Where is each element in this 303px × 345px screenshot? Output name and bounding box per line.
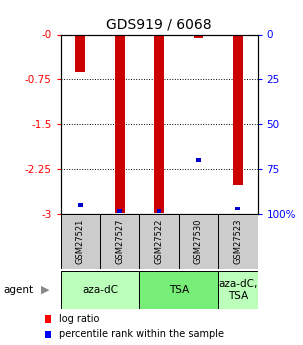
- Text: TSA: TSA: [169, 285, 189, 295]
- Bar: [78, 203, 83, 207]
- Bar: [194, 34, 203, 38]
- Text: GSM27530: GSM27530: [194, 219, 203, 264]
- Text: ▶: ▶: [41, 285, 49, 295]
- Text: percentile rank within the sample: percentile rank within the sample: [59, 329, 224, 339]
- Bar: [196, 158, 201, 162]
- Text: GSM27522: GSM27522: [155, 219, 164, 264]
- Bar: [218, 271, 258, 309]
- Bar: [61, 271, 139, 309]
- Bar: [179, 214, 218, 269]
- Bar: [157, 209, 161, 213]
- Bar: [139, 214, 179, 269]
- Text: GSM27521: GSM27521: [76, 219, 85, 264]
- Text: log ratio: log ratio: [59, 314, 99, 324]
- Text: aza-dC,
TSA: aza-dC, TSA: [218, 279, 258, 300]
- Text: agent: agent: [3, 285, 33, 295]
- Bar: [235, 207, 240, 210]
- Text: GSM27527: GSM27527: [115, 219, 124, 264]
- Text: GSM27523: GSM27523: [233, 219, 242, 264]
- Bar: [233, 34, 243, 185]
- Bar: [218, 214, 258, 269]
- Bar: [117, 209, 122, 213]
- Text: aza-dC: aza-dC: [82, 285, 118, 295]
- Bar: [75, 34, 85, 71]
- Bar: [61, 214, 100, 269]
- Title: GDS919 / 6068: GDS919 / 6068: [106, 18, 212, 32]
- Bar: [139, 271, 218, 309]
- Bar: [154, 34, 164, 213]
- Bar: [100, 214, 139, 269]
- Bar: [115, 34, 125, 213]
